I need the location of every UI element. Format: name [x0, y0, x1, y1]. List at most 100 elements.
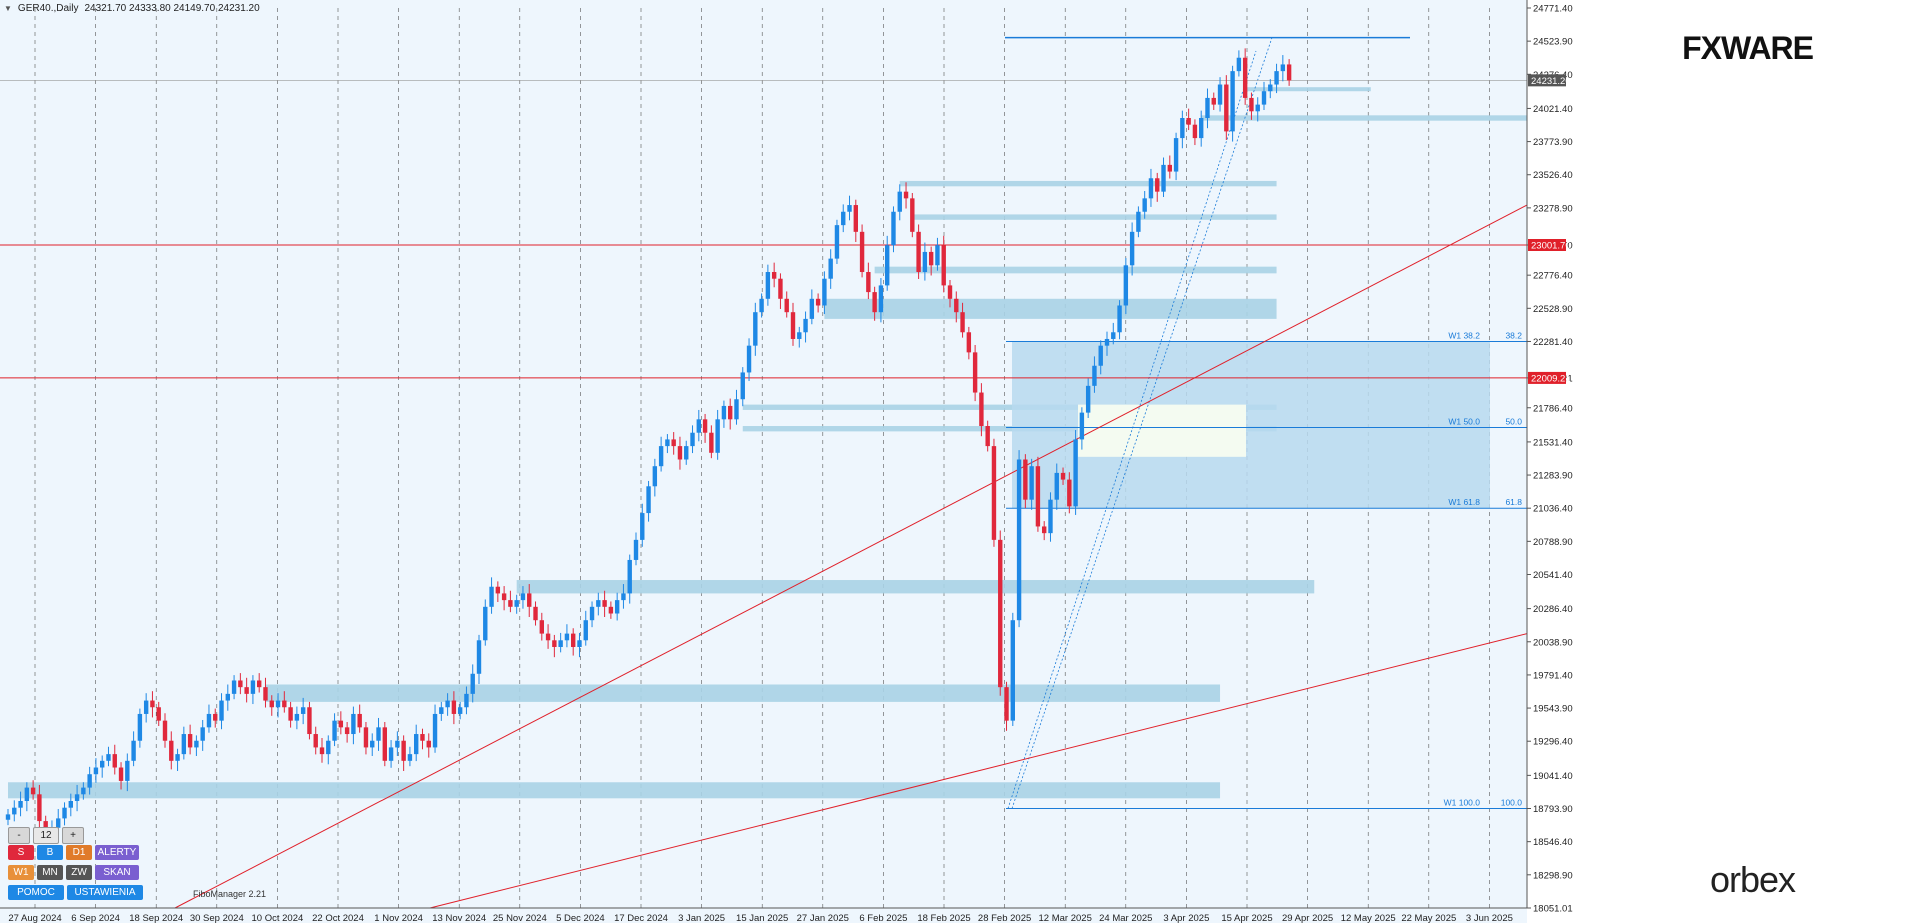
x-tick-label: 27 Aug 2024	[8, 913, 61, 923]
candle-bear	[263, 687, 268, 701]
x-tick-label: 17 Dec 2024	[614, 913, 668, 923]
settings-button[interactable]: USTAWIENIA	[67, 885, 143, 900]
candle-bull	[1205, 97, 1210, 119]
candle-bear	[954, 298, 959, 313]
scan-button[interactable]: SKAN	[95, 865, 139, 880]
fib-inner-zone	[1078, 404, 1246, 457]
candle-bull	[300, 707, 306, 714]
dropdown-triangle-icon[interactable]: ▼	[4, 4, 12, 13]
candle-bull	[483, 606, 488, 641]
candle-bear	[1286, 64, 1292, 81]
candle-bear	[998, 539, 1003, 688]
candle-bear	[1155, 178, 1160, 192]
y-tick-label: 20286.40	[1533, 604, 1573, 615]
candle-bear	[771, 272, 777, 279]
x-tick-label: 12 May 2025	[1341, 913, 1396, 923]
x-tick-label: 6 Feb 2025	[859, 913, 907, 923]
fxware-logo: FXWARE	[1682, 30, 1814, 66]
candle-bear	[508, 600, 513, 607]
candle-bull	[464, 693, 469, 708]
period-stepper: - 12 +	[8, 827, 84, 844]
candle-bull	[395, 740, 400, 748]
x-tick-label: 24 Mar 2025	[1099, 913, 1152, 923]
x-tick-label: 5 Dec 2024	[556, 913, 605, 923]
candle-bull	[432, 713, 438, 748]
candle-bull	[206, 713, 212, 728]
candle-bear	[426, 740, 431, 748]
mn-button[interactable]: MN	[37, 865, 63, 880]
sell-button[interactable]: S	[8, 845, 34, 860]
candle-bull	[1173, 138, 1179, 172]
candle-bear	[150, 700, 155, 708]
candle-bull	[1079, 412, 1085, 440]
candle-bull	[370, 740, 375, 748]
candle-bear	[702, 419, 708, 433]
period-minus-button[interactable]: -	[8, 827, 30, 844]
candle-bear	[338, 720, 344, 728]
w1-button[interactable]: W1	[8, 865, 34, 880]
y-tick-label: 22776.40	[1533, 271, 1573, 282]
candle-bear	[288, 707, 293, 721]
candle-bull	[715, 419, 720, 453]
fib-guide-line	[1011, 37, 1273, 809]
fib-label-right: 100.0	[1501, 797, 1523, 807]
candle-bull	[56, 818, 61, 828]
candle-bull	[5, 814, 11, 820]
candle-bear	[866, 272, 871, 293]
candle-bear	[43, 821, 48, 828]
candle-bear	[859, 231, 865, 273]
candle-bear	[238, 680, 243, 688]
candle-bull	[1092, 365, 1097, 386]
y-tick-label: 24523.90	[1533, 37, 1573, 48]
candle-bear	[495, 586, 501, 594]
candle-bear	[533, 606, 538, 621]
candle-bull	[1161, 164, 1166, 192]
help-button[interactable]: POMOC	[8, 885, 64, 900]
y-tick-label: 21283.90	[1533, 471, 1573, 482]
candle-bear	[671, 439, 676, 447]
support-zone	[1245, 87, 1371, 92]
candle-bull	[665, 439, 670, 447]
alerts-button[interactable]: ALERTY	[95, 845, 139, 860]
period-value[interactable]: 12	[33, 827, 59, 844]
candle-bear	[162, 720, 168, 741]
candle-bear	[677, 446, 683, 460]
y-tick-label: 23773.90	[1533, 137, 1573, 148]
candle-bull	[646, 486, 651, 514]
candle-bull	[131, 740, 136, 761]
period-plus-button[interactable]: +	[62, 827, 84, 844]
candle-bull	[640, 513, 645, 540]
fib-label-right: 61.8	[1505, 497, 1522, 507]
candle-bear	[37, 794, 42, 822]
candle-bull	[558, 640, 563, 647]
support-zone	[742, 404, 1277, 410]
candle-bull	[627, 559, 632, 594]
price-tag-label: 24231.20	[1531, 76, 1571, 87]
candle-bear	[420, 734, 425, 741]
candle-bear	[903, 191, 909, 199]
y-tick-label: 20038.90	[1533, 637, 1573, 648]
candle-bear	[778, 278, 783, 299]
y-tick-label: 24021.40	[1533, 104, 1573, 115]
candle-bull	[759, 298, 764, 313]
candle-bear	[960, 312, 965, 333]
y-tick-label: 21531.40	[1533, 437, 1573, 448]
candle-bull	[87, 774, 92, 788]
candle-bull	[294, 713, 300, 721]
buy-button[interactable]: B	[37, 845, 63, 860]
candle-bull	[1199, 118, 1204, 139]
candle-bull	[439, 707, 444, 714]
y-tick-label: 24771.40	[1533, 4, 1573, 15]
zw-button[interactable]: ZW	[66, 865, 92, 880]
support-zone	[516, 580, 1315, 594]
d1-button[interactable]: D1	[66, 845, 92, 860]
candle-bull	[457, 707, 463, 714]
candle-bull	[1054, 472, 1059, 500]
candle-bull	[445, 700, 450, 708]
candle-bear	[966, 332, 972, 353]
candle-bull	[614, 600, 620, 614]
y-tick-label: 20788.90	[1533, 537, 1573, 548]
toolbar-row-1: S B D1 ALERTY	[8, 845, 139, 860]
x-tick-label: 18 Feb 2025	[917, 913, 970, 923]
